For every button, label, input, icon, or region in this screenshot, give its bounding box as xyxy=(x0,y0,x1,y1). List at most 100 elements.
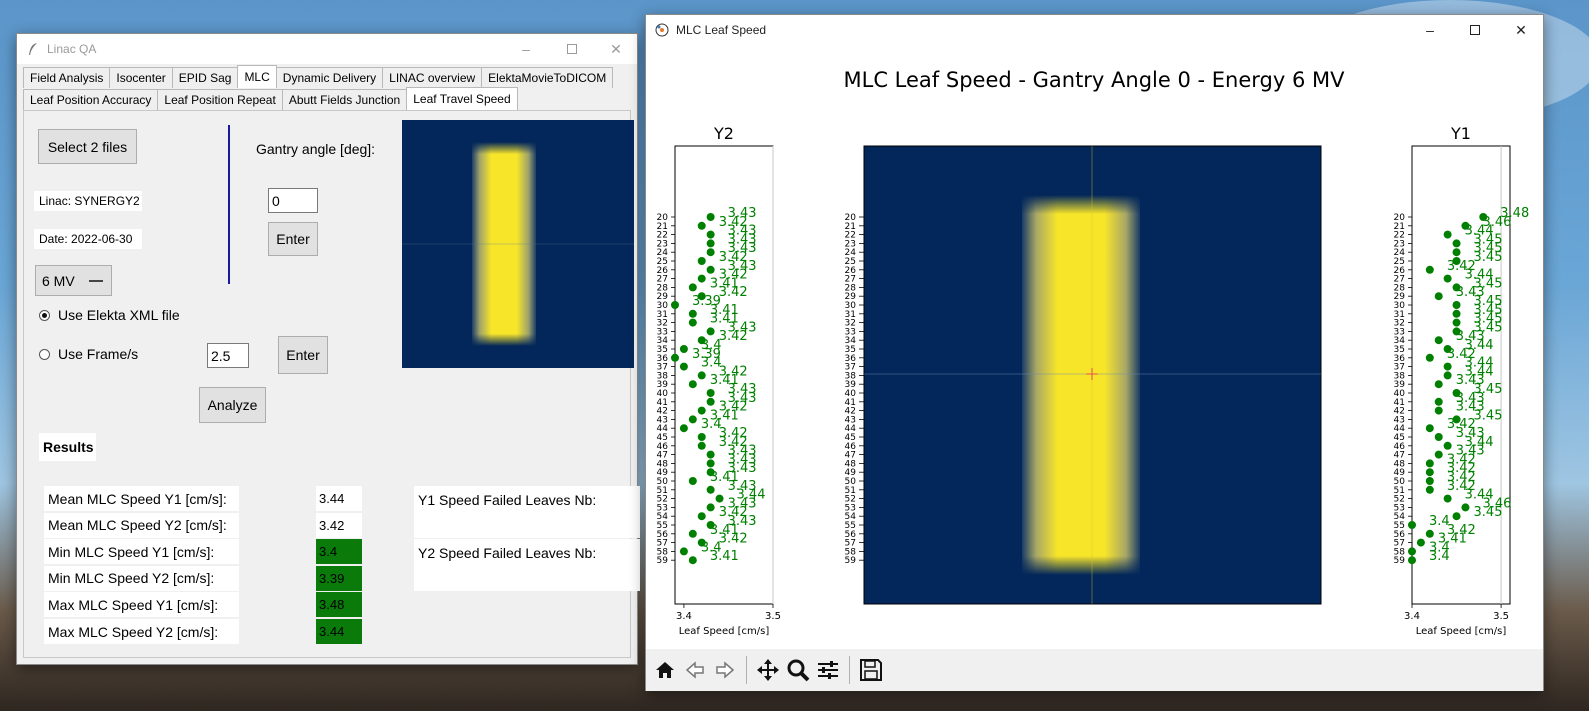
tab-dynamic-delivery[interactable]: Dynamic Delivery xyxy=(275,67,384,88)
subtab-abutt-fields-junction[interactable]: Abutt Fields Junction xyxy=(281,89,408,110)
speed-point xyxy=(706,327,715,336)
mlc-titlebar[interactable]: MLC Leaf Speed – ✕ xyxy=(646,15,1543,45)
analyze-button[interactable]: Analyze xyxy=(199,387,266,423)
subtab-leaf-travel-speed[interactable]: Leaf Travel Speed xyxy=(406,87,518,110)
frames-input[interactable]: 2.5 xyxy=(207,343,249,368)
speed-label: 3.42 xyxy=(1447,470,1476,485)
home-icon[interactable] xyxy=(650,655,680,685)
y-tick-label: 42 xyxy=(657,407,668,417)
tab-epid-sag[interactable]: EPID Sag xyxy=(171,67,239,88)
speed-point xyxy=(1434,336,1443,345)
y-tick-label: 30 xyxy=(657,301,669,311)
speed-label: 3.43 xyxy=(728,224,757,239)
minimize-button[interactable]: – xyxy=(1426,22,1434,38)
y-tick-label: 34 xyxy=(1394,336,1406,346)
figure-canvas: MLC Leaf Speed - Gantry Angle 0 - Energy… xyxy=(646,45,1543,649)
y1-failed-leaves: Y1 Speed Failed Leaves Nb: xyxy=(414,486,640,538)
y-tick-label: 38 xyxy=(1394,371,1406,381)
y-tick-label: 27 xyxy=(657,275,668,285)
linac-qa-window: Linac QA – ✕ Field Analysis Isocenter EPID… xyxy=(16,33,640,665)
frames-enter-button[interactable]: Enter xyxy=(278,336,328,374)
subplot-title: Y2 xyxy=(713,124,734,143)
tab-elektamovietodicom[interactable]: ElektaMovieToDICOM xyxy=(481,67,614,88)
result-label: Mean MLC Speed Y1 [cm/s]: xyxy=(44,486,239,511)
y-tick-label: 43 xyxy=(657,415,668,425)
y-tick-label: 53 xyxy=(657,503,668,513)
save-icon[interactable] xyxy=(856,655,886,685)
result-value: 3.44 xyxy=(316,486,362,511)
speed-label: 3.42 xyxy=(719,285,748,300)
speed-point xyxy=(706,239,715,248)
y-tick-label: 40 xyxy=(1394,389,1406,399)
field-image xyxy=(863,145,1322,605)
y-tick-label: 55 xyxy=(657,521,668,531)
select-files-button[interactable]: Select 2 files xyxy=(38,129,137,164)
subplot-title: Y1 xyxy=(1450,124,1471,143)
image-tick-label: 58 xyxy=(845,547,857,557)
y-tick-label: 50 xyxy=(657,477,669,487)
y-tick-label: 22 xyxy=(1394,231,1405,241)
maximize-button[interactable] xyxy=(549,34,595,64)
gantry-angle-input[interactable]: 0 xyxy=(268,188,318,213)
speed-label: 3.43 xyxy=(728,496,757,511)
y2-failed-leaves: Y2 Speed Failed Leaves Nb: xyxy=(414,539,640,591)
y-tick-label: 57 xyxy=(657,539,668,549)
image-tick-label: 30 xyxy=(845,301,857,311)
subtab-leaf-position-accuracy[interactable]: Leaf Position Accuracy xyxy=(23,89,159,110)
speed-point xyxy=(697,538,706,547)
tab-isocenter[interactable]: Isocenter xyxy=(109,67,173,88)
speed-label: 3.44 xyxy=(1465,268,1494,283)
y-tick-label: 27 xyxy=(1394,275,1405,285)
radio-elekta-xml[interactable] xyxy=(39,310,50,321)
dropdown-indicator-icon xyxy=(89,280,103,282)
zoom-icon[interactable] xyxy=(783,655,813,685)
image-tick-label: 36 xyxy=(845,354,857,364)
minimize-button[interactable]: – xyxy=(522,41,530,57)
subtab-leaf-position-repeat[interactable]: Leaf Position Repeat xyxy=(157,89,283,110)
forward-icon[interactable] xyxy=(710,655,740,685)
y-tick-label: 45 xyxy=(1394,433,1405,443)
energy-select[interactable]: 6 MV xyxy=(35,265,112,296)
speed-label: 3.42 xyxy=(719,400,748,415)
y-tick-label: 32 xyxy=(657,319,668,329)
speed-label: 3.43 xyxy=(728,232,757,247)
image-tick-label: 57 xyxy=(845,539,856,549)
y-tick-label: 51 xyxy=(657,486,668,496)
gantry-enter-button[interactable]: Enter xyxy=(268,222,318,256)
close-button[interactable]: ✕ xyxy=(1515,21,1527,38)
speed-label: 3.45 xyxy=(1474,250,1503,265)
qa-titlebar[interactable]: Linac QA – ✕ xyxy=(17,34,637,64)
tab-mlc[interactable]: MLC xyxy=(237,65,277,88)
y-tick-label: 47 xyxy=(657,451,668,461)
image-tick-label: 42 xyxy=(845,407,856,417)
speed-point xyxy=(671,301,679,309)
speed-label: 3.45 xyxy=(1474,312,1503,327)
y-tick-label: 30 xyxy=(1394,301,1406,311)
close-button[interactable]: ✕ xyxy=(610,40,622,57)
y-tick-label: 23 xyxy=(657,239,668,249)
speed-point xyxy=(1425,459,1434,468)
tab-field-analysis[interactable]: Field Analysis xyxy=(23,67,111,88)
y-tick-label: 57 xyxy=(1394,539,1405,549)
y-tick-label: 54 xyxy=(657,512,669,522)
y-tick-label: 48 xyxy=(1394,459,1406,469)
pan-icon[interactable] xyxy=(753,655,783,685)
speed-label: 3.43 xyxy=(728,444,757,459)
y-tick-label: 44 xyxy=(657,424,669,434)
speed-point xyxy=(706,521,715,529)
speed-point xyxy=(688,318,697,327)
image-tick-label: 49 xyxy=(845,468,857,478)
maximize-button[interactable] xyxy=(1452,15,1498,45)
radio-frames[interactable] xyxy=(39,349,50,360)
y-tick-label: 21 xyxy=(657,222,668,232)
configure-icon[interactable] xyxy=(813,655,843,685)
speed-label: 3.44 xyxy=(1465,356,1494,371)
image-tick-label: 39 xyxy=(845,380,857,390)
tab-linac-overview[interactable]: LINAC overview xyxy=(382,67,483,88)
y-tick-label: 33 xyxy=(1394,327,1405,337)
back-icon[interactable] xyxy=(680,655,710,685)
speed-point xyxy=(697,221,706,230)
speed-point xyxy=(715,494,724,503)
speed-label: 3.44 xyxy=(737,488,766,503)
y-tick-label: 56 xyxy=(657,530,669,540)
